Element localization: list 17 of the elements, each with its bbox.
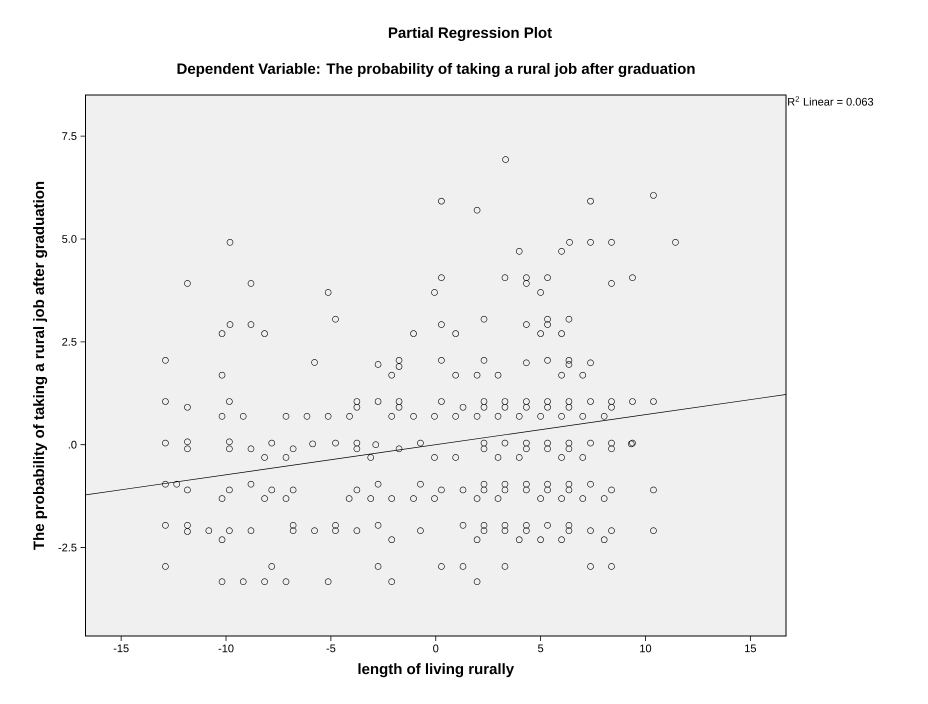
y-axis-title: The probability of taking a rural job after graduation (33, 182, 48, 550)
chart-subtitle: Dependent Variable: The probability of taking a rural job after graduation (178, 62, 695, 78)
text: R$^{2}$ Linear = 0.063 (788, 96, 874, 106)
x-tick-label: -10 (218, 644, 234, 652)
y-tick-label: .0 (68, 440, 77, 449)
x-tick-label: 5 (538, 644, 544, 652)
y-tick-label: 5.0 (62, 235, 77, 243)
x-tick-label: -15 (114, 644, 129, 652)
x-tick-label: -5 (326, 644, 336, 652)
y-tick-label: -2.5 (58, 544, 76, 552)
x-tick-label: 10 (640, 644, 652, 652)
x-tick-label: 0 (433, 644, 438, 652)
chart-title: Partial Regression Plot (388, 26, 552, 42)
x-tick-label: 15 (745, 644, 756, 652)
y-tick-label: 2.5 (62, 338, 76, 346)
y-tick-label: 7.5 (62, 132, 76, 140)
x-axis-title: length of living rurally (358, 663, 514, 678)
